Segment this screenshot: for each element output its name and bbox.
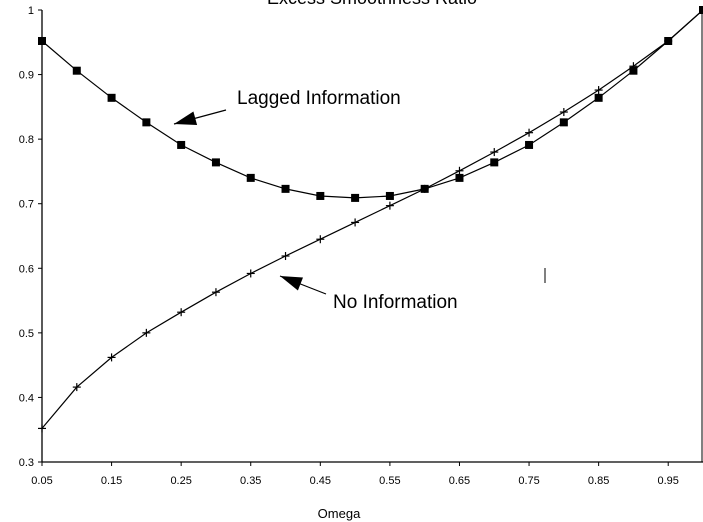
data-point-square [107, 93, 116, 102]
data-point-plus [455, 166, 464, 175]
y-tick-label: 0.4 [19, 392, 34, 404]
data-point-plus [664, 36, 673, 45]
x-tick-label: 0.55 [379, 475, 400, 487]
data-point-plus [72, 383, 81, 392]
data-point-square [211, 158, 220, 167]
data-point-square [455, 173, 464, 182]
annotation-arrow-head [174, 111, 198, 125]
data-point-square [594, 93, 603, 102]
y-tick-label: 0.5 [19, 328, 34, 340]
data-point-square [281, 184, 290, 193]
data-point-plus [211, 288, 220, 297]
y-tick-label: 1 [28, 5, 34, 17]
x-tick-label: 0.15 [101, 475, 122, 487]
annotation-label: Lagged Information [237, 88, 401, 109]
data-point-square [351, 193, 360, 202]
y-tick-label: 0.3 [19, 457, 34, 469]
data-point-plus [351, 218, 360, 227]
data-point-plus [525, 128, 534, 137]
x-axis-title: Omega [318, 506, 361, 521]
x-tick-label: 0.75 [518, 475, 539, 487]
y-tick-label: 0.8 [19, 134, 34, 146]
x-tick-label: 0.85 [588, 475, 609, 487]
annotations: Lagged Information No Information [173, 88, 458, 313]
data-point-plus [490, 148, 499, 157]
y-tick-label: 0.6 [19, 263, 34, 275]
data-point-square [525, 140, 534, 149]
data-point-square [38, 36, 46, 45]
x-tick-label: 0.35 [240, 475, 261, 487]
annotation-arrow-head [280, 276, 303, 291]
data-point-plus [559, 108, 568, 117]
data-point-square [72, 66, 81, 75]
x-tick-label: 0.45 [310, 475, 331, 487]
y-tick-label: 0.7 [19, 199, 34, 211]
data-point-plus [699, 6, 703, 14]
data-point-square [559, 118, 568, 127]
series-line-lagged-information [41, 9, 703, 199]
data-point-square [142, 118, 151, 127]
data-point-plus [107, 353, 116, 362]
series-line-no-information [41, 9, 703, 429]
chart-title: Excess Smoothness Ratio [267, 0, 477, 8]
data-point-plus [142, 328, 151, 337]
y-ticks: 0.3 0.4 0.5 0.6 0.7 0.8 0.9 1 [19, 5, 42, 469]
data-point-plus [246, 269, 255, 278]
series-markers [38, 6, 703, 433]
x-tick-label: 0.25 [170, 475, 191, 487]
x-ticks: 0.05 0.15 0.25 0.35 0.45 0.55 0.65 0.75 0.85 0.95 [31, 462, 679, 487]
data-point-square [385, 191, 394, 200]
data-point-square [490, 158, 499, 167]
data-point-plus [420, 184, 429, 193]
x-tick-label: 0.95 [657, 475, 678, 487]
axes [41, 10, 703, 463]
data-point-square [316, 191, 325, 200]
data-point-plus [177, 308, 186, 317]
y-tick-label: 0.9 [19, 70, 34, 82]
data-point-square [246, 173, 255, 182]
data-point-plus [629, 62, 638, 71]
series-lines [41, 9, 703, 429]
data-point-square [629, 66, 638, 75]
data-point-plus [594, 86, 603, 95]
data-point-plus [281, 252, 290, 261]
data-point-plus [316, 235, 325, 244]
annotation-label: No Information [333, 292, 458, 313]
data-point-plus [385, 201, 394, 210]
x-tick-label: 0.05 [31, 475, 52, 487]
x-tick-label: 0.65 [449, 475, 470, 487]
data-point-plus [38, 424, 46, 433]
data-point-square [177, 140, 186, 149]
